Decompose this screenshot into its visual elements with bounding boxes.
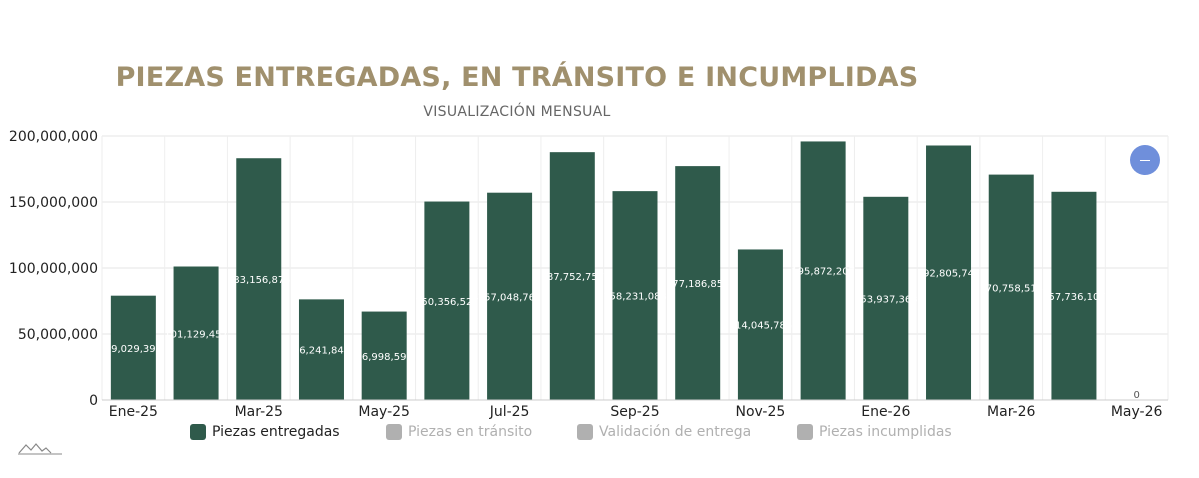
bar[interactable] <box>424 201 470 400</box>
bar[interactable] <box>1051 191 1097 400</box>
bar[interactable] <box>110 295 156 400</box>
bar[interactable] <box>612 191 658 400</box>
bar[interactable] <box>988 174 1034 400</box>
legend-label: Piezas entregadas <box>212 424 340 440</box>
bar[interactable] <box>675 166 721 400</box>
chart-subtitle: VISUALIZACIÓN MENSUAL <box>423 104 611 120</box>
bar[interactable] <box>361 311 407 400</box>
legend-swatch <box>797 424 813 440</box>
legend-item[interactable]: Piezas incumplidas <box>797 422 952 442</box>
bar[interactable] <box>549 152 595 400</box>
legend-item[interactable]: Validación de entrega <box>577 422 751 442</box>
bar[interactable] <box>737 249 783 400</box>
data-label: 76,241,847 <box>293 346 350 357</box>
bar-series <box>110 141 1097 401</box>
data-label: 150,356,527 <box>415 297 479 308</box>
y-tick-label: 50,000,000 <box>18 327 98 343</box>
bar[interactable] <box>487 192 533 400</box>
data-label: 114,045,785 <box>729 321 793 332</box>
x-tick-label: Mar-26 <box>987 404 1035 420</box>
legend-item[interactable]: Piezas en tránsito <box>386 422 532 442</box>
y-tick-label: 100,000,000 <box>9 261 98 277</box>
bar[interactable] <box>863 196 909 400</box>
legend-label: Validación de entrega <box>599 424 752 440</box>
data-label: 153,937,368 <box>854 294 918 305</box>
data-label: 157,736,107 <box>1042 292 1106 303</box>
bar[interactable] <box>173 266 219 400</box>
y-tick-label: 0 <box>89 393 98 409</box>
data-label: 158,231,083 <box>603 292 667 303</box>
bar[interactable] <box>298 299 344 400</box>
x-tick-label: Sep-25 <box>610 404 659 420</box>
y-tick-label: 150,000,000 <box>9 195 98 211</box>
mountain-logo-icon <box>18 443 62 455</box>
legend: Piezas entregadas Piezas en tránsito Valid… <box>0 422 1199 444</box>
data-label: 0 <box>1133 390 1139 401</box>
axes: 0 50,000,000 100,000,000 150,000,000 200,000… <box>9 129 1168 420</box>
data-label: 157,048,767 <box>478 292 542 303</box>
x-tick-label: Ene-26 <box>861 404 910 420</box>
legend-swatch <box>386 424 402 440</box>
chart-title: PIEZAS ENTREGADAS, EN TRÁNSITO E INCUMPL… <box>115 62 919 93</box>
data-label: 195,872,207 <box>791 267 855 278</box>
bar[interactable] <box>800 141 846 401</box>
data-label: 79,029,397 <box>105 344 162 355</box>
x-tick-label: May-26 <box>1111 404 1163 420</box>
legend-swatch <box>190 424 206 440</box>
bar[interactable] <box>236 158 282 400</box>
data-label: 187,752,757 <box>540 272 604 283</box>
x-tick-label: May-25 <box>358 404 410 420</box>
legend-label: Piezas incumplidas <box>819 424 952 440</box>
data-label: 177,186,853 <box>666 279 730 290</box>
x-tick-label: Ene-25 <box>109 404 158 420</box>
bar[interactable] <box>926 145 972 400</box>
x-tick-label: Mar-25 <box>235 404 283 420</box>
data-label: 192,805,747 <box>917 269 981 280</box>
legend-swatch <box>577 424 593 440</box>
y-tick-label: 200,000,000 <box>9 129 98 145</box>
data-label: 66,998,597 <box>356 352 413 363</box>
minus-icon <box>1140 159 1150 161</box>
legend-item[interactable]: Piezas entregadas <box>190 422 340 442</box>
data-label: 183,156,875 <box>227 275 291 286</box>
legend-label: Piezas en tránsito <box>408 424 533 440</box>
data-label: 170,758,513 <box>979 283 1043 294</box>
x-tick-label: Nov-25 <box>735 404 785 420</box>
data-label: 101,129,457 <box>164 329 228 340</box>
x-tick-label: Jul-25 <box>489 404 530 420</box>
toggle-panel-button[interactable] <box>1130 145 1160 175</box>
